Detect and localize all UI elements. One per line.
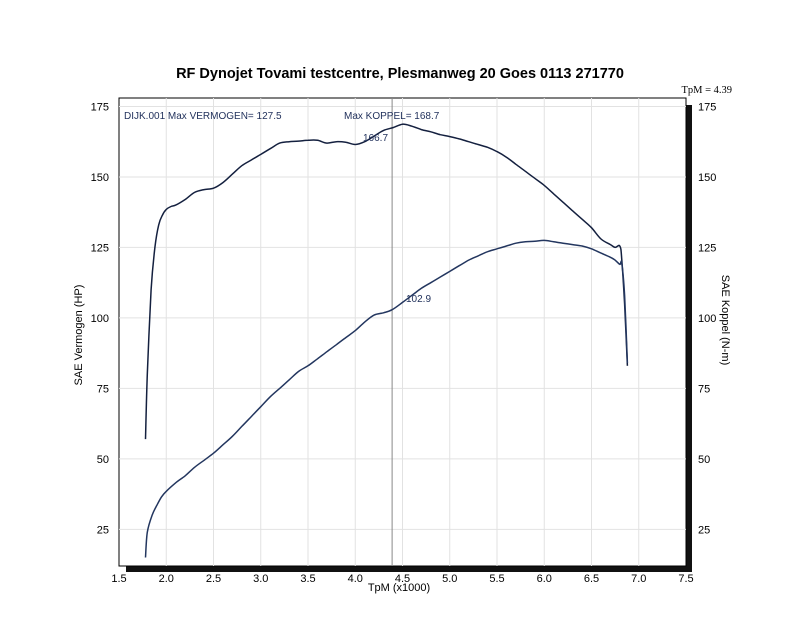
- y-tick-label-left: 175: [91, 101, 109, 113]
- max-torque-label: Max KOPPEL= 168.7: [344, 111, 440, 122]
- x-tick-label: 5.0: [442, 573, 457, 585]
- y-tick-label-right: 150: [698, 172, 716, 184]
- y-tick-label-right: 75: [698, 383, 710, 395]
- y-tick-label-right: 50: [698, 454, 710, 466]
- y-tick-label-right: 125: [698, 242, 716, 254]
- x-tick-label: 6.0: [537, 573, 552, 585]
- series: [144, 123, 629, 558]
- x-tick-label: 3.5: [300, 573, 315, 585]
- x-tick-label: 6.5: [584, 573, 599, 585]
- x-tick-label: 3.0: [253, 573, 268, 585]
- x-tick-label: 2.5: [206, 573, 221, 585]
- x-tick-label: 5.5: [489, 573, 504, 585]
- torque-curve: [144, 123, 629, 440]
- x-axis-label: TpM (x1000): [368, 582, 430, 594]
- power-curve: [144, 239, 629, 558]
- run-info-label: DIJK.001 Max VERMOGEN= 127.5: [124, 111, 282, 122]
- cursor-rpm-label: TpM = 4.39: [681, 85, 732, 96]
- y-tick-label-left: 150: [91, 172, 109, 184]
- y-tick-label-right: 100: [698, 313, 716, 325]
- y-tick-label-left: 50: [97, 454, 109, 466]
- grid: [119, 98, 686, 566]
- y-tick-label-left: 75: [97, 383, 109, 395]
- y-tick-label-right: 25: [698, 524, 710, 536]
- chart-title: RF Dynojet Tovami testcentre, Plesmanweg…: [176, 66, 624, 82]
- power-at-cursor-label: 102.9: [406, 294, 431, 305]
- x-tick-label: 7.0: [631, 573, 646, 585]
- y-tick-label-left: 25: [97, 524, 109, 536]
- x-tick-label: 1.5: [111, 573, 126, 585]
- x-tick-label: 4.5: [395, 573, 410, 585]
- x-tick-label: 2.0: [159, 573, 174, 585]
- x-tick-label: 7.5: [678, 573, 693, 585]
- y-axis-label-right: SAE Koppel (N-m): [719, 275, 731, 365]
- tick-labels: 1.5 2.0 2.5 3.0 3.5 4.0 4.5 5.0 5.5 6.0 6.5 7.0 7.5 2…: [91, 101, 717, 585]
- torque-at-cursor-label: 166.7: [363, 133, 388, 144]
- y-tick-label-left: 125: [91, 242, 109, 254]
- y-tick-label-left: 100: [91, 313, 109, 325]
- y-axis-label-left: SAE Vermogen (HP): [73, 285, 85, 386]
- x-tick-label: 4.0: [348, 573, 363, 585]
- y-tick-label-right: 175: [698, 101, 716, 113]
